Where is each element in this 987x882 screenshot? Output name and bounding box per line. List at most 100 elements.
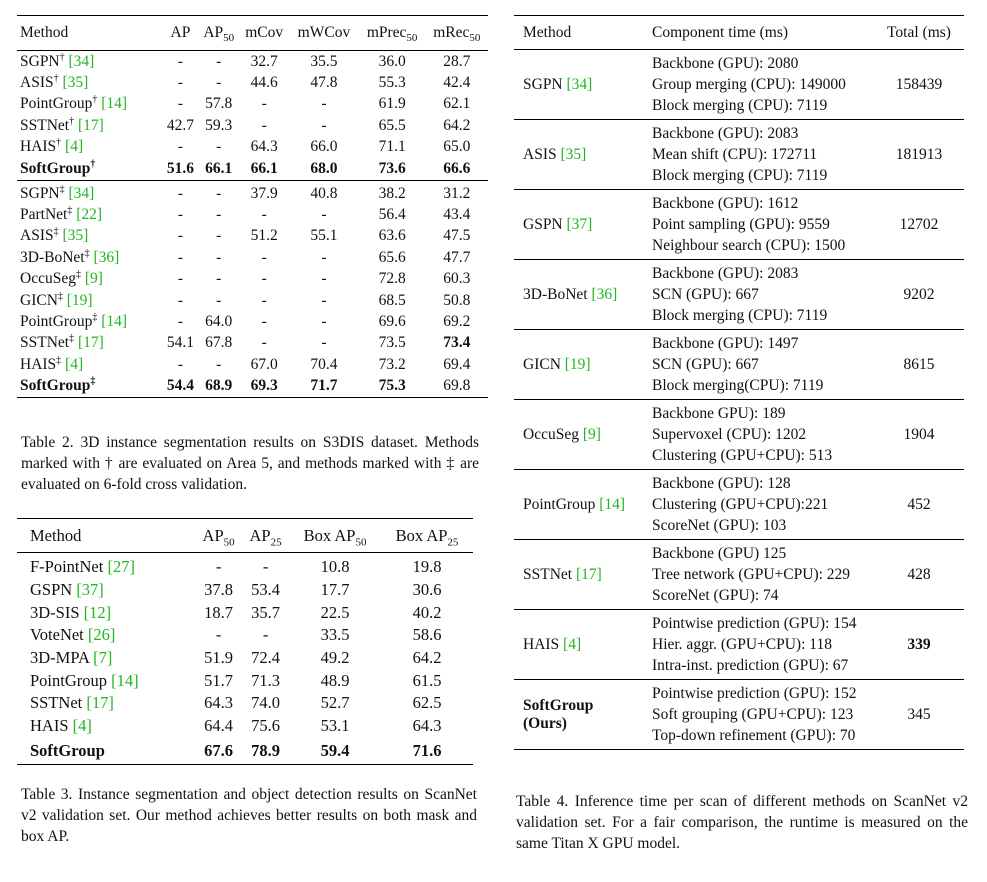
citation-link[interactable]: [37] — [566, 215, 593, 233]
metric-ap50: - — [216, 52, 222, 70]
component-line: Pointwise prediction (GPU): 152 — [652, 685, 857, 702]
table-row: ASIS† [35] - -44.6 47.8 55.3 42.4 — [17, 72, 488, 93]
metric-ap50: 64.0 — [205, 312, 233, 330]
citation-link[interactable]: [35] — [560, 145, 587, 163]
citation-link[interactable]: [35] — [62, 74, 89, 92]
method-name: ASIS — [20, 74, 54, 92]
metric-mwcov: - — [321, 270, 327, 288]
method-name: SoftGroup — [20, 159, 91, 177]
method-cell: HAIS [4] — [514, 609, 641, 680]
citation-link[interactable]: [27] — [107, 557, 135, 577]
metric-mwcov: 35.5 — [310, 52, 338, 70]
metric-mprec: 56.4 — [378, 206, 406, 224]
citation-link[interactable]: [4] — [563, 635, 582, 653]
metric-mwcov: 71.7 — [289, 375, 359, 398]
table-row: GSPN [37] Backbone (GPU): 1612 Point sampl… — [514, 189, 964, 260]
eval-mark: † — [53, 72, 59, 84]
metric-mprec: 75.3 — [358, 375, 426, 398]
component-line: Block merging(CPU): 7119 — [652, 377, 824, 394]
method-cell: GICN‡ [19] — [17, 290, 163, 311]
eval-mark: † — [69, 115, 75, 127]
citation-link[interactable]: [12] — [83, 602, 112, 622]
citation-link[interactable]: [36] — [93, 248, 120, 266]
metric-ap25: 53.4 — [251, 580, 280, 600]
metric-box25: 62.5 — [412, 693, 442, 713]
citation-link[interactable]: [19] — [564, 355, 591, 373]
metric-mwcov: 55.1 — [310, 227, 338, 245]
citation-link[interactable]: [22] — [76, 206, 103, 224]
total-time: 8615 — [874, 329, 964, 400]
table-row: HAIS [4] Pointwise prediction (GPU): 154 H… — [514, 609, 964, 680]
method-cell: SGPN [34] — [514, 49, 641, 120]
method-name: SoftGroup — [30, 740, 105, 760]
component-line: Backbone (GPU) 125 — [652, 545, 787, 562]
citation-link[interactable]: [34] — [566, 75, 593, 93]
t2-header-mrec: mRec50 — [425, 15, 488, 51]
citation-link[interactable]: [4] — [72, 716, 92, 736]
method-name: SoftGroup — [20, 377, 91, 395]
component-line: Hier. aggr. (GPU+CPU): 118 — [652, 636, 832, 653]
citation-link[interactable]: [14] — [101, 95, 128, 113]
metric-ap50: 67.8 — [205, 334, 233, 352]
t3-header-method: Method — [17, 518, 196, 553]
citation-link[interactable]: [17] — [86, 693, 114, 713]
citation-link[interactable]: [34] — [68, 184, 95, 202]
citation-link[interactable]: [17] — [77, 116, 104, 134]
metric-box50: 17.7 — [320, 580, 350, 600]
citation-link[interactable]: [9] — [84, 270, 103, 288]
total-time: 158439 — [874, 49, 964, 120]
table3-scannet-results: Method AP50 AP25 Box AP50 Box AP25 F-Poi… — [17, 518, 473, 765]
component-line: Block merging (CPU): 7119 — [652, 97, 828, 114]
metric-mcov: - — [261, 248, 267, 266]
citation-link[interactable]: [14] — [599, 495, 626, 513]
metric-mwcov: 47.8 — [310, 74, 338, 92]
table4-body: SGPN [34] Backbone (GPU): 2080 Group mergi… — [514, 49, 964, 750]
citation-link[interactable]: [4] — [65, 138, 84, 156]
metric-mrec: 62.1 — [443, 95, 471, 113]
metric-mrec: 50.8 — [443, 291, 471, 309]
citation-link[interactable]: [19] — [66, 291, 93, 309]
method-cell: SoftGroup (Ours) — [514, 679, 641, 750]
citation-link[interactable]: [17] — [575, 565, 602, 583]
citation-link[interactable]: [14] — [101, 312, 128, 330]
method-name: GSPN — [30, 580, 73, 600]
citation-link[interactable]: [37] — [76, 580, 104, 600]
component-line: Clustering (GPU+CPU): 513 — [652, 447, 833, 464]
metric-ap: - — [177, 355, 184, 373]
citation-link[interactable]: [34] — [68, 52, 95, 70]
citation-link[interactable]: [26] — [87, 625, 116, 645]
table-row: SGPN† [34] - -32.7 35.5 36.0 28.7 — [17, 51, 488, 73]
table-row: VoteNet [26] - -33.5 58.6 — [17, 624, 473, 647]
method-cell: 3D-BoNet‡ [36] — [17, 247, 163, 268]
metric-ap: - — [177, 138, 184, 156]
method-name: SoftGroup — [523, 696, 594, 714]
method-cell: F-PointNet [27] — [17, 553, 195, 579]
citation-link[interactable]: [14] — [111, 670, 139, 690]
method-cell: ASIS† [35] — [17, 72, 163, 93]
citation-link[interactable]: [7] — [93, 648, 113, 668]
metric-ap50: - — [216, 227, 222, 245]
table-row: PointGroup‡ [14] -64.0- -69.6 69.2 — [17, 311, 488, 332]
total-time: 428 — [874, 539, 964, 610]
method-name: PointGroup — [20, 312, 93, 330]
metric-mrec: 65.0 — [443, 138, 471, 156]
table4-inference-time: Method Component time (ms) Total (ms) SG… — [514, 15, 964, 750]
metric-mprec: 71.1 — [378, 138, 406, 156]
metric-mcov: 51.2 — [250, 227, 278, 245]
eval-mark: ‡ — [57, 290, 63, 302]
metric-ap: 51.6 — [162, 157, 199, 181]
t2-header-mwcov: mWCov — [289, 15, 359, 51]
method-name: ASIS — [20, 227, 54, 245]
citation-link[interactable]: [35] — [62, 227, 89, 245]
citation-link[interactable]: [4] — [65, 355, 84, 373]
method-cell: PartNet‡ [22] — [17, 204, 163, 225]
table-row: SoftGroup (Ours) Pointwise prediction (GPU… — [514, 679, 964, 750]
citation-link[interactable]: [17] — [77, 334, 104, 352]
method-name: SSTNet — [20, 116, 70, 134]
citation-link[interactable]: [36] — [591, 285, 618, 303]
component-line: Clustering (GPU+CPU):221 — [652, 496, 829, 513]
table3-caption: Table 3. Instance segmentation and objec… — [21, 786, 477, 845]
component-line: Group merging (CPU): 149000 — [652, 76, 846, 93]
method-name: ASIS — [523, 145, 557, 163]
citation-link[interactable]: [9] — [582, 425, 601, 443]
